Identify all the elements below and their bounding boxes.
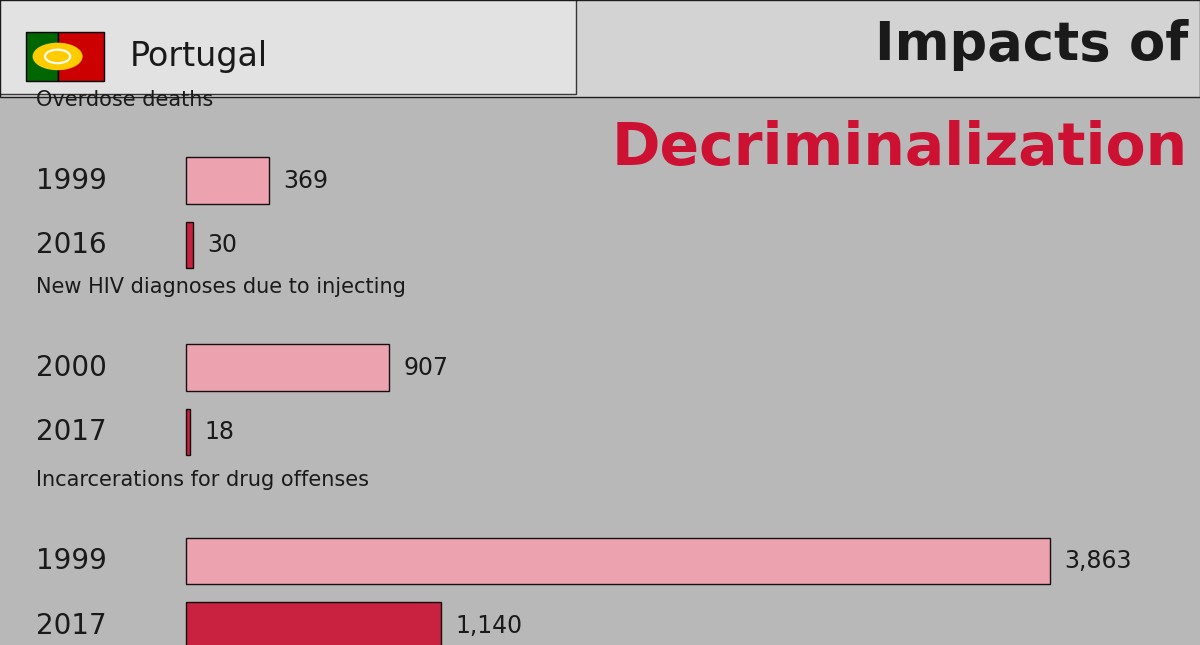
Text: 907: 907 <box>403 355 449 380</box>
Circle shape <box>34 43 82 70</box>
Text: 1999: 1999 <box>36 166 107 195</box>
Text: 18: 18 <box>204 420 234 444</box>
FancyBboxPatch shape <box>186 344 389 391</box>
Text: 2017: 2017 <box>36 418 107 446</box>
FancyBboxPatch shape <box>26 32 58 81</box>
Text: 1999: 1999 <box>36 547 107 575</box>
Text: 369: 369 <box>283 168 328 193</box>
Text: 2016: 2016 <box>36 231 107 259</box>
Text: 30: 30 <box>208 233 238 257</box>
FancyBboxPatch shape <box>186 538 1050 584</box>
Text: Incarcerations for drug offenses: Incarcerations for drug offenses <box>36 470 370 490</box>
Text: Impacts of: Impacts of <box>875 19 1188 71</box>
Text: 1,140: 1,140 <box>455 613 522 638</box>
Text: Portugal: Portugal <box>130 40 268 73</box>
FancyBboxPatch shape <box>0 0 1200 97</box>
Text: New HIV diagnoses due to injecting: New HIV diagnoses due to injecting <box>36 277 406 297</box>
Text: 2000: 2000 <box>36 353 107 382</box>
FancyBboxPatch shape <box>186 222 193 268</box>
FancyBboxPatch shape <box>0 0 576 94</box>
FancyBboxPatch shape <box>186 157 269 204</box>
Text: Decriminalization: Decriminalization <box>612 120 1188 177</box>
Text: Overdose deaths: Overdose deaths <box>36 90 214 110</box>
Text: 3,863: 3,863 <box>1064 549 1132 573</box>
FancyBboxPatch shape <box>58 32 104 81</box>
FancyBboxPatch shape <box>186 602 440 645</box>
FancyBboxPatch shape <box>186 409 190 455</box>
Text: 2017: 2017 <box>36 611 107 640</box>
